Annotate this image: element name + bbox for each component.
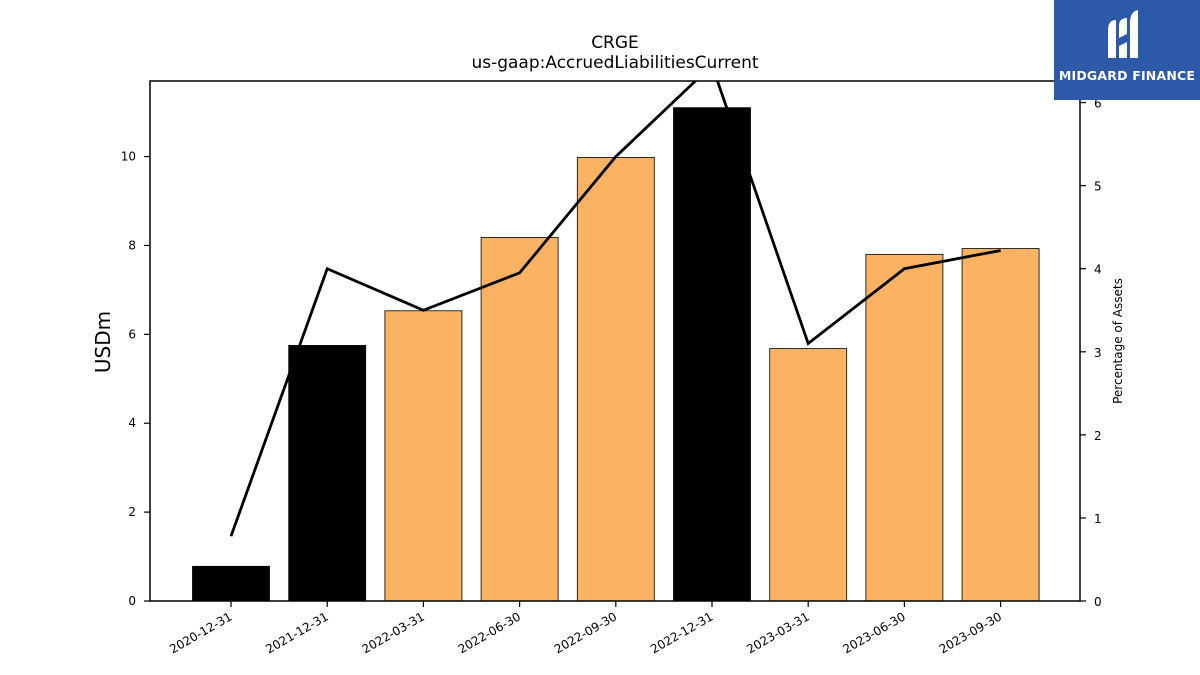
y2-tick-label: 1 [1094,512,1102,526]
line-series [229,81,1001,537]
y-tick-label: 8 [128,238,136,252]
bar-series [192,107,1040,601]
x-tick-label: 2023-09-30 [937,609,1004,656]
y-axis-label: USDm [91,311,115,373]
chart-subtitle: us-gaap:AccruedLiabilitiesCurrent [471,53,758,73]
y2-tick-label: 4 [1094,263,1102,277]
bar-2021-12-31 [288,345,367,601]
y2-tick-label: 2 [1094,429,1102,443]
bar-2022-06-30 [480,237,559,601]
y2-tick-label: 6 [1094,97,1102,111]
y-tick-label: 2 [128,505,136,519]
y-tick-label: 4 [128,416,136,430]
y2-tick-label: 0 [1094,595,1102,609]
bar-2023-03-31 [769,348,848,601]
x-tick-label: 2021-12-31 [263,609,330,656]
percentage-of-assets-line [229,81,1001,537]
y-tick-label: 6 [128,327,136,341]
x-axis: 2020-12-31 2021-12-31 2022-03-31 2022-06-30… [167,601,1004,656]
x-tick-label: 2023-06-30 [840,609,907,656]
bar-2022-12-31 [673,107,751,601]
x-tick-label: 2023-03-31 [744,609,811,656]
logo-text: MIDGARD FINANCE [1058,68,1196,83]
midgard-finance-logo: MIDGARD FINANCE [1054,0,1200,100]
y-tick-label: 0 [128,594,136,608]
plot-frame [149,80,1081,602]
bar-2022-09-30 [576,157,655,601]
y2-tick-label: 3 [1094,346,1102,360]
x-tick-label: 2022-09-30 [552,609,619,656]
y2-axis-label: Percentage of Assets [1111,278,1125,404]
y2-tick-label: 5 [1094,180,1102,194]
bar-2020-12-31 [192,565,270,601]
x-tick-label: 2020-12-31 [167,609,234,656]
bar-2023-09-30 [961,248,1040,601]
midgard-logo-icon [1108,10,1138,58]
y-axis: 0 2 4 6 8 10 [121,150,150,608]
chart-title: CRGE [591,33,639,53]
y2-axis: 0 1 2 3 4 5 6 [1080,97,1102,609]
y-tick-label: 10 [121,150,136,164]
x-tick-label: 2022-06-30 [456,609,523,656]
bar-2022-03-31 [384,310,463,601]
x-tick-label: 2022-03-31 [359,609,426,656]
x-tick-label: 2022-12-31 [648,609,715,656]
bar-2023-06-30 [865,253,944,601]
